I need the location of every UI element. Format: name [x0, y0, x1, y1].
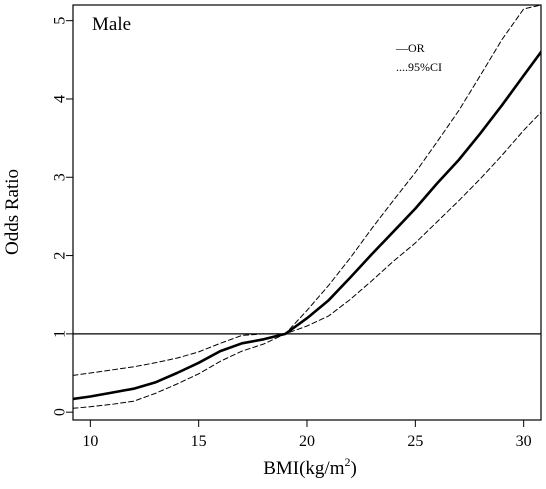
legend-marker-or: —	[395, 41, 409, 55]
x-axis-label-sup: 2	[344, 455, 350, 469]
x-axis-label: BMI(kg/m2)	[263, 455, 357, 479]
x-axis: 10 15 20 25 30	[82, 420, 532, 450]
y-tick-label: 1	[52, 330, 69, 338]
series-layer	[73, 5, 541, 409]
y-tick-label: 2	[52, 252, 69, 260]
or-line	[73, 50, 541, 401]
y-tick-label: 0	[52, 408, 69, 416]
y-tick-label: 5	[52, 17, 69, 25]
legend-label-ci: 95%CI	[408, 60, 442, 74]
x-tick-label: 10	[82, 433, 98, 450]
legend-marker-ci: ....	[396, 60, 408, 74]
y-tick-label: 3	[52, 173, 69, 181]
x-tick-label: 15	[191, 433, 207, 450]
panel-label: Male	[92, 14, 131, 35]
x-tick-label: 30	[516, 433, 532, 450]
legend-entry-or: —OR	[395, 41, 425, 55]
x-tick-label: 25	[407, 433, 423, 450]
x-tick-label: 20	[299, 433, 315, 450]
x-axis-label-end: )	[350, 458, 356, 479]
legend-label-or: OR	[408, 41, 425, 55]
ci-lower-line	[73, 111, 541, 409]
legend: —OR ....95%CI	[395, 41, 442, 74]
plot-frame	[72, 4, 542, 421]
legend-entry-ci: ....95%CI	[396, 60, 442, 74]
x-axis-label-main: BMI(kg/m	[263, 458, 345, 479]
ci-upper-line	[73, 5, 541, 376]
y-tick-label: 4	[52, 95, 69, 103]
y-axis-label: Odds Ratio	[2, 169, 23, 255]
y-axis: 0 1 2 3 4 5	[52, 17, 73, 416]
